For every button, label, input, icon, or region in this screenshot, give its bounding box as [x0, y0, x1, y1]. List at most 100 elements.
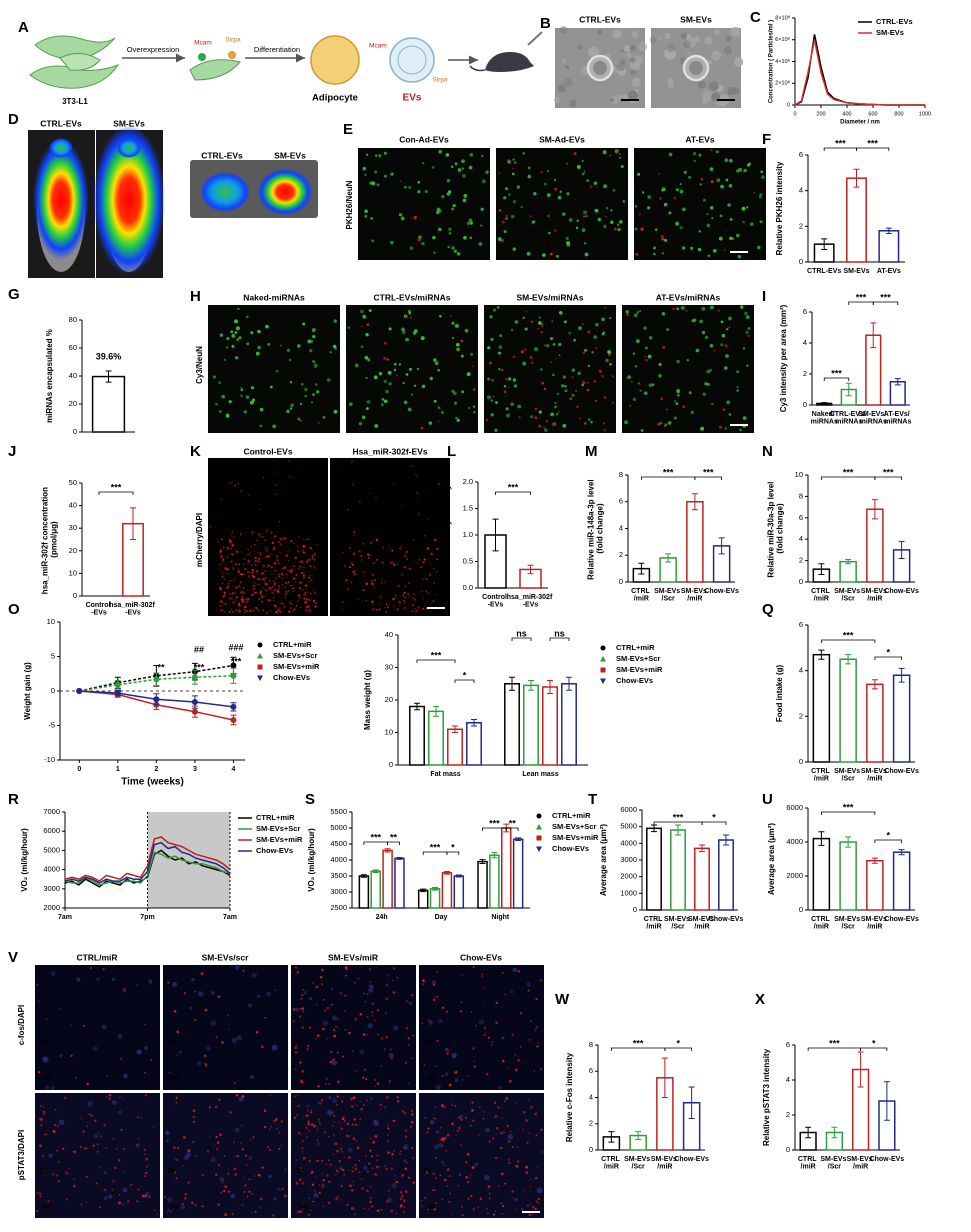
cell-signal — [432, 1117, 435, 1120]
cell-signal — [659, 421, 663, 425]
cell-signal — [534, 347, 539, 352]
cell-signal — [365, 1154, 368, 1157]
cell-signal — [536, 1045, 539, 1048]
cell-signal — [467, 1197, 470, 1200]
cell-signal — [403, 1206, 406, 1208]
significance-bracket — [98, 491, 134, 495]
cell-signal — [221, 1041, 224, 1044]
cell-signal — [573, 152, 577, 156]
cell-signal — [257, 345, 261, 350]
cell-signal — [258, 597, 261, 600]
cell-signal — [282, 602, 284, 605]
cell-signal — [495, 1157, 497, 1160]
cell-signal — [286, 348, 291, 352]
cell-signal — [245, 610, 249, 613]
cell-signal — [589, 185, 593, 189]
cell-signal — [582, 351, 586, 354]
legend-label: Chow-EVs — [616, 676, 653, 685]
cell-signal — [333, 1034, 336, 1038]
cell-signal — [583, 241, 587, 245]
cell-signal — [451, 1104, 454, 1106]
cell-signal — [242, 1177, 245, 1179]
cell-signal — [718, 425, 723, 429]
cell-signal — [303, 566, 305, 569]
cell-signal — [251, 594, 253, 597]
cell-signal — [227, 582, 230, 585]
cell-signal — [108, 1093, 112, 1097]
cell-signal — [221, 538, 223, 541]
cell-signal — [363, 992, 365, 995]
cell-signal — [222, 610, 224, 612]
cell-signal — [323, 1131, 326, 1134]
significance-label: ns — [554, 628, 565, 638]
point — [191, 708, 198, 715]
cell-signal — [105, 1095, 108, 1099]
cell-signal — [362, 166, 367, 171]
cell-signal — [242, 969, 245, 972]
cell-signal — [725, 354, 729, 358]
cell-signal — [276, 471, 278, 473]
cell-signal — [469, 153, 474, 157]
cell-signal — [302, 322, 306, 326]
y-tick-label: 20 — [69, 399, 77, 408]
x-tick-label: 200 — [816, 111, 825, 117]
image-title: Control-EVs — [243, 446, 292, 456]
cell-signal — [443, 1178, 447, 1182]
cell-signal — [554, 401, 557, 405]
cell-signal — [616, 63, 625, 72]
cell-signal — [433, 568, 435, 570]
cell-signal — [426, 1131, 429, 1134]
cell-signal — [183, 1136, 186, 1139]
cell-signal — [402, 599, 406, 602]
cell-signal — [240, 1124, 243, 1127]
cell-signal — [176, 1159, 178, 1161]
cell-signal — [360, 1178, 363, 1181]
cell-signal — [235, 586, 238, 589]
cell-signal — [632, 352, 636, 355]
cell-signal — [284, 1194, 287, 1198]
cell-signal — [441, 1198, 444, 1201]
cell-signal — [144, 1171, 148, 1175]
cell-signal — [436, 1130, 440, 1134]
cell-signal — [612, 188, 616, 192]
cell-signal — [238, 336, 242, 340]
cell-signal — [243, 608, 247, 612]
cell-signal — [405, 373, 409, 376]
cell-signal — [253, 582, 256, 584]
cell-signal — [215, 402, 218, 406]
cell-signal — [462, 173, 466, 178]
cell-signal — [39, 1144, 42, 1148]
cell-signal — [226, 572, 228, 575]
cell-signal — [293, 542, 295, 545]
cell-signal — [257, 609, 260, 611]
cell-signal — [331, 1060, 338, 1066]
bar — [504, 683, 520, 766]
cell-signal — [231, 553, 234, 555]
cell-signal — [564, 384, 567, 388]
cell-signal — [644, 391, 648, 395]
y-tick-label: 2 — [803, 369, 807, 378]
cell-signal — [317, 1118, 320, 1121]
cell-signal — [532, 1206, 535, 1209]
cell-signal — [371, 573, 375, 576]
cell-signal — [411, 604, 415, 607]
cell-signal — [279, 344, 282, 347]
cell-signal — [229, 539, 232, 543]
cell-signal — [390, 1209, 394, 1213]
panel-label: H — [190, 288, 201, 305]
cell-signal — [310, 401, 314, 404]
cell-signal — [235, 599, 237, 602]
cell-signal — [254, 1175, 256, 1177]
cell-signal — [226, 546, 230, 550]
y-tick-label: 2 — [589, 1119, 593, 1128]
cell-signal — [510, 402, 514, 407]
cell-signal — [601, 317, 605, 322]
cell-signal — [396, 563, 399, 565]
cell-signal — [272, 599, 275, 602]
x-tick-label: Day — [435, 914, 448, 921]
cell-signal — [347, 588, 349, 590]
y-axis-label: Relative c-Fos intensity — [565, 1052, 574, 1142]
cell-signal — [482, 1110, 485, 1113]
cell-signal — [353, 1118, 357, 1121]
cell-signal — [533, 192, 537, 196]
